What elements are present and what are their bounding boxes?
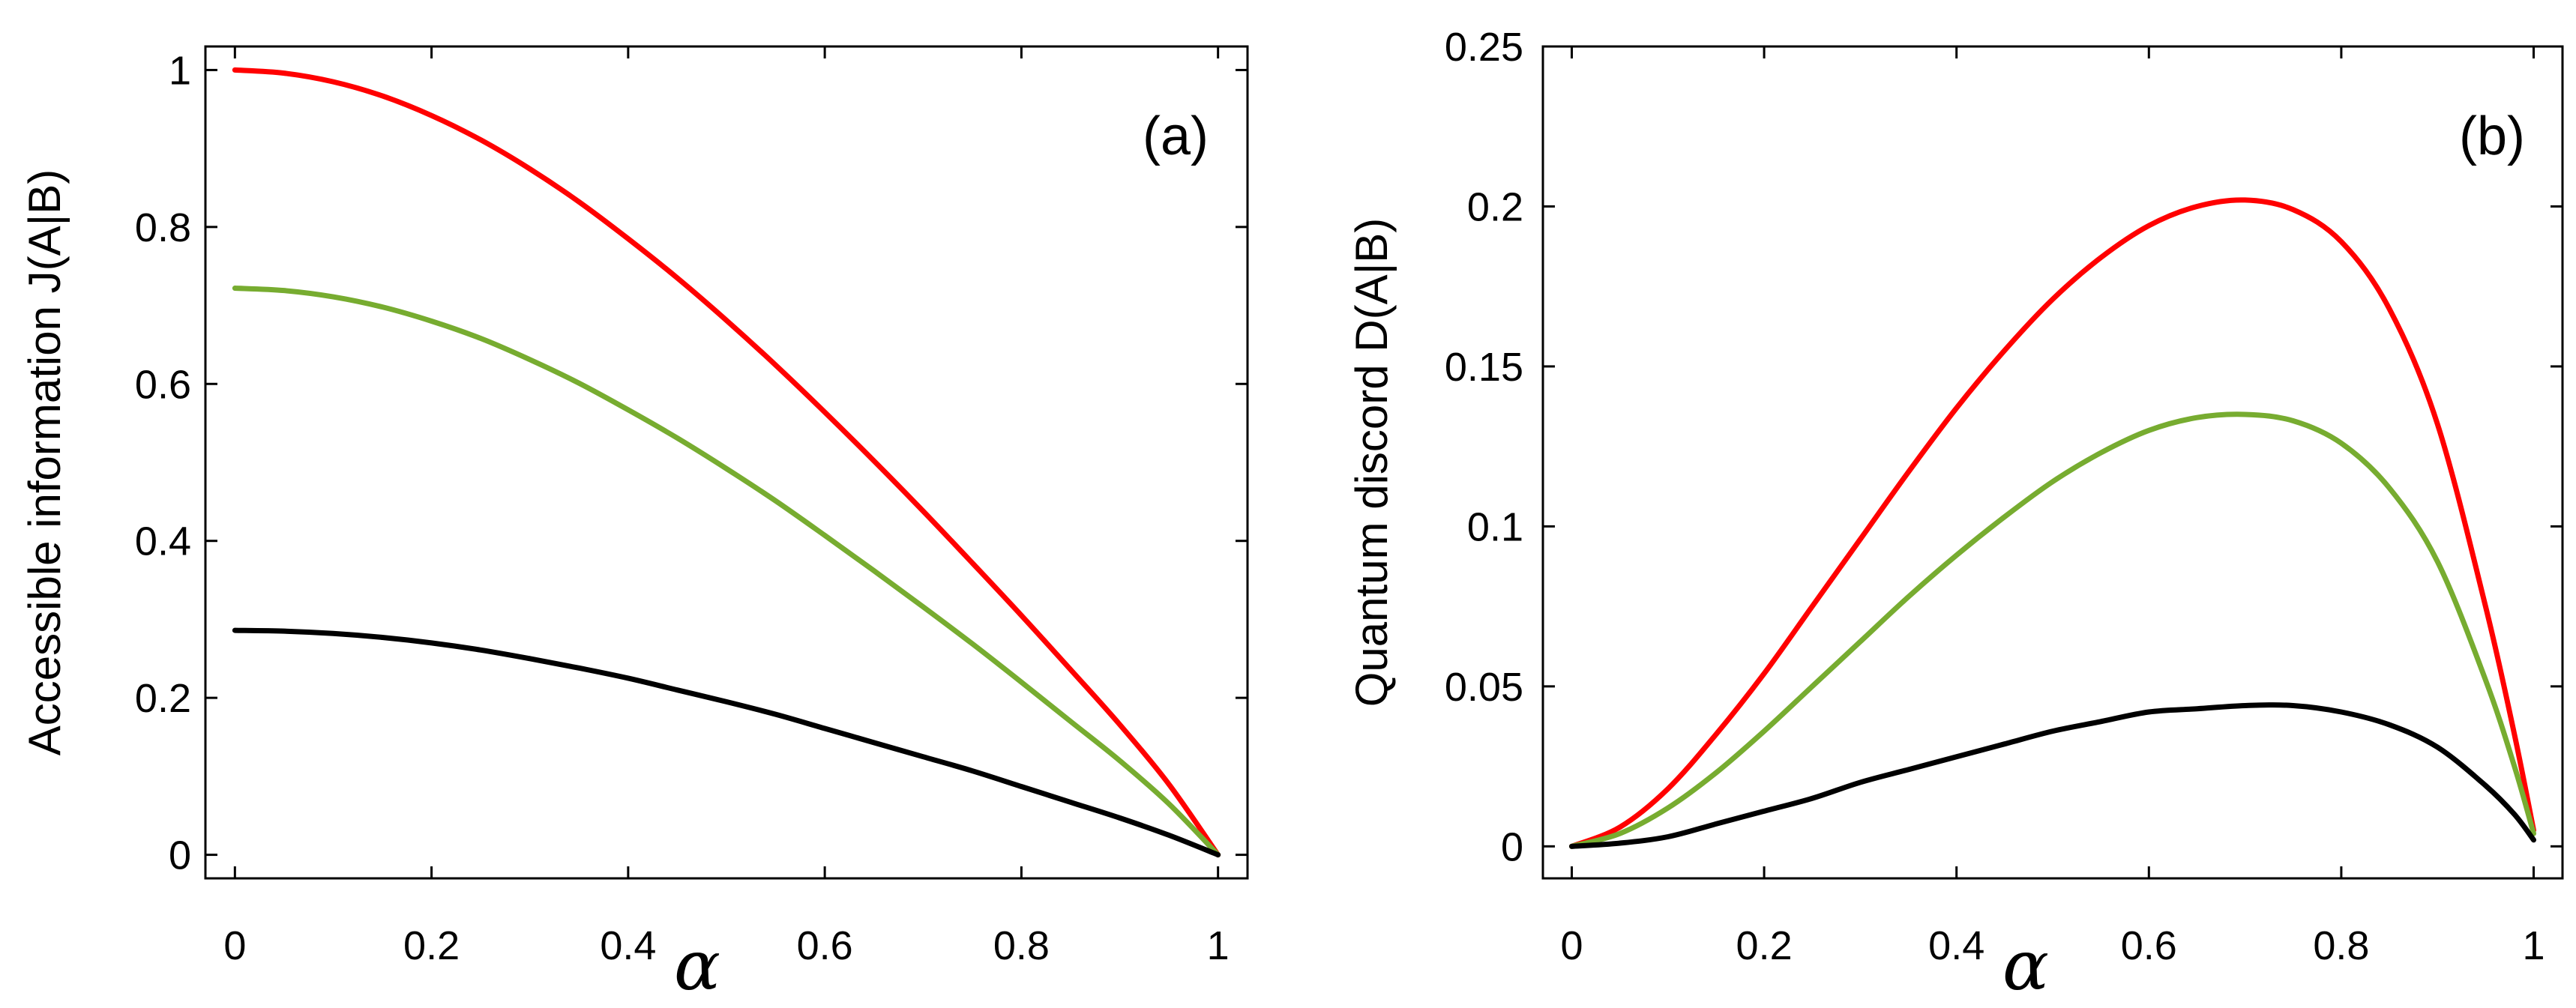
panel-b-series — [1568, 197, 2537, 849]
panel-a-y-tick-label: 0.2 — [135, 676, 191, 721]
panel-a-x-tick-label: 1 — [1207, 923, 1230, 968]
panel-a-y-tick-label: 0.8 — [135, 205, 191, 250]
panel-b-x-tick-label: 0.6 — [2121, 923, 2177, 968]
panel-b-y-tick-label: 0.05 — [1445, 665, 1523, 710]
panel-a: 0 0.2 0.4 0.6 0.8 1 0 0.2 0.4 0.6 0.8 1 (a) α Acce… — [19, 45, 1249, 1006]
panel-b-x-axis-title: α — [2002, 926, 2049, 1006]
panel-b-x-tick-label: 0.8 — [2313, 923, 2369, 968]
panel-a-y-axis-title: Accessible information J(A|B) — [19, 169, 70, 756]
panel-b-series-green — [1568, 411, 2537, 849]
panel-a-x-axis-title: α — [674, 926, 720, 1006]
panel-a-x-tick-label: 0 — [223, 923, 246, 968]
panel-a-y-tick-label: 1 — [169, 48, 191, 93]
panel-b-label: (b) — [2459, 106, 2525, 166]
panel-a-series — [232, 67, 1221, 858]
panel-a-x-tick-label: 0.2 — [403, 923, 460, 968]
panel-b-x-tick-label: 1 — [2522, 923, 2545, 968]
panel-b-y-axis-title: Quantum discord D(A|B) — [1346, 218, 1397, 707]
panel-b-y-tick-label: 0.1 — [1467, 504, 1523, 549]
panel-b-y-tick-label: 0.2 — [1467, 184, 1523, 229]
panel-a-y-tick-labels: 0 0.2 0.4 0.6 0.8 1 — [135, 48, 191, 878]
panel-b: 0 0.2 0.4 0.6 0.8 1 0 0.05 0.1 0.15 0.2 0.25 (b) α… — [1346, 25, 2564, 1006]
panel-b-x-tick-labels: 0 0.2 0.4 0.6 0.8 1 — [1560, 923, 2545, 968]
panel-b-y-tick-label: 0.25 — [1445, 25, 1523, 70]
panel-a-series-black — [232, 627, 1221, 858]
panel-a-y-tick-label: 0 — [169, 833, 191, 878]
panel-b-series-red — [1568, 197, 2537, 849]
panel-a-label: (a) — [1143, 106, 1209, 166]
panel-b-series-black — [1568, 702, 2537, 849]
panel-b-y-tick-label: 0 — [1501, 824, 1523, 869]
panel-b-x-tick-label: 0.2 — [1736, 923, 1793, 968]
panel-a-series-green — [232, 286, 1221, 858]
panel-a-y-tick-label: 0.4 — [135, 519, 191, 564]
panel-a-series-red — [232, 67, 1221, 858]
panel-a-x-tick-label: 0.6 — [797, 923, 853, 968]
panel-b-y-tick-labels: 0 0.05 0.1 0.15 0.2 0.25 — [1445, 25, 1523, 869]
panel-a-x-tick-labels: 0 0.2 0.4 0.6 0.8 1 — [223, 923, 1229, 968]
panel-a-x-tick-label: 0.8 — [993, 923, 1050, 968]
panel-b-ticks — [1543, 45, 2563, 878]
panel-a-ticks — [205, 46, 1248, 878]
panel-a-x-tick-label: 0.4 — [600, 923, 656, 968]
panel-a-y-tick-label: 0.6 — [135, 362, 191, 407]
panel-b-x-tick-label: 0 — [1560, 923, 1583, 968]
panel-b-frame — [1541, 45, 2564, 880]
panel-b-y-tick-label: 0.15 — [1445, 345, 1523, 390]
panel-a-frame — [204, 45, 1249, 880]
panel-b-x-tick-label: 0.4 — [1928, 923, 1984, 968]
